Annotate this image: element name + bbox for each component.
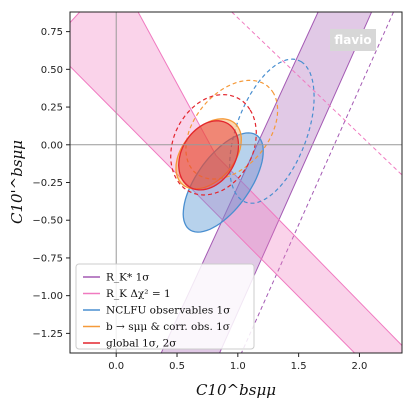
y-tick-label: −0.50	[32, 216, 63, 227]
legend-label: b → sμμ & corr. obs. 1σ	[106, 321, 230, 333]
legend-label: R_K Δχ² = 1	[106, 288, 171, 300]
x-tick-label: 0.5	[169, 361, 185, 372]
y-tick-label: 0.75	[41, 27, 63, 38]
y-tick-label: −0.25	[32, 178, 63, 189]
region-r-k-1-band	[70, 12, 402, 353]
x-axis-label: C10^bsμμ	[196, 381, 276, 399]
legend: R_K* 1σ R_K Δχ² = 1 NCLFU observables 1σ b …	[75, 263, 255, 350]
x-tick-label: 1.5	[291, 361, 307, 372]
legend-label: R_K* 1σ	[106, 272, 149, 284]
legend-label: NCLFU observables 1σ	[106, 305, 230, 317]
region-nclfu-observables-1-ellipse-dashed	[228, 58, 315, 204]
y-tick-label: −1.25	[32, 329, 63, 340]
y-tick-label: 0.50	[41, 65, 63, 76]
region-global-1-2	[178, 120, 240, 191]
region-nclfu-observables-1-ellipse	[182, 132, 264, 233]
region-global-1-2-dashed	[170, 93, 257, 196]
x-tick-label: 2.0	[351, 361, 367, 372]
y-axis-label: C10'^bsμμ	[8, 140, 26, 224]
region-r-k-1-band-dashed-0	[241, 12, 394, 353]
y-tick-label: −1.00	[32, 291, 63, 302]
y-tick-label: 0.00	[41, 140, 63, 151]
flavio-badge-bg	[330, 29, 376, 51]
flavio-logo-text: flavio	[334, 33, 371, 47]
y-tick-label: 0.25	[41, 103, 63, 114]
legend-box	[75, 263, 255, 350]
legend-label: global 1σ, 2σ	[106, 338, 176, 350]
flavio-badge: flavio	[330, 29, 376, 51]
region-b-s-corr-obs-1-ellipse-dashed	[185, 79, 279, 180]
axis-ticks: 0.0 0.5 1.0 1.5 2.0 0.75 0.50 0.25 0.00 −0.25 −0.5…	[32, 27, 367, 372]
x-tick-label: 0.0	[108, 361, 124, 372]
x-tick-label: 1.0	[230, 361, 246, 372]
y-tick-label: −0.75	[32, 253, 63, 264]
region-r-k-1-band-dashed-0	[231, 12, 402, 176]
